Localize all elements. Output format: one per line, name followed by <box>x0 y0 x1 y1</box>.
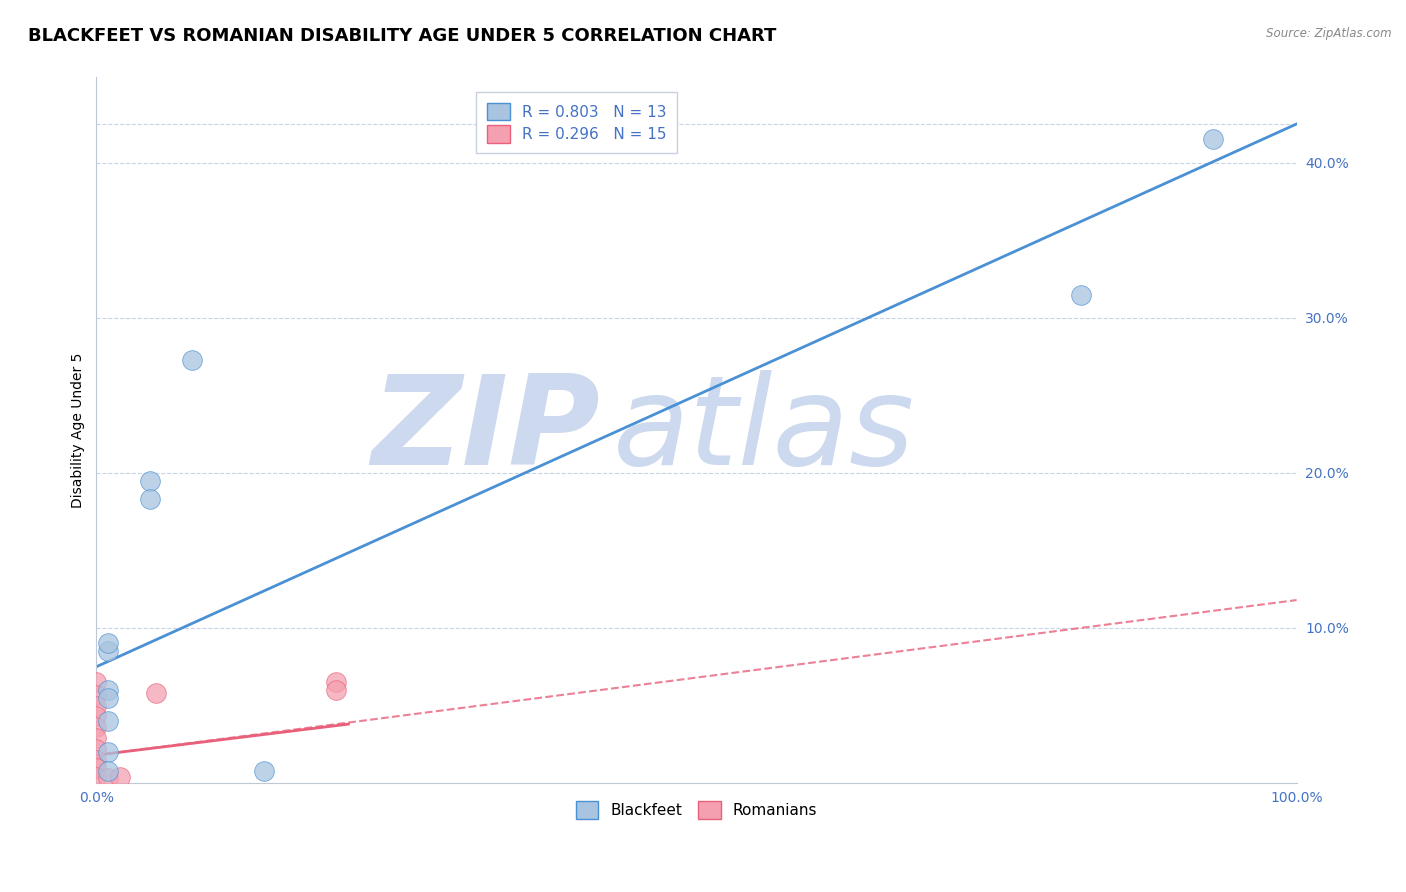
Point <box>145 686 167 700</box>
Point <box>97 714 120 728</box>
Text: ZIP: ZIP <box>371 370 600 491</box>
Point <box>86 709 108 723</box>
Text: BLACKFEET VS ROMANIAN DISABILITY AGE UNDER 5 CORRELATION CHART: BLACKFEET VS ROMANIAN DISABILITY AGE UND… <box>28 27 776 45</box>
Point <box>110 770 132 784</box>
Point <box>1201 132 1223 146</box>
Point <box>97 764 120 778</box>
Point <box>97 683 120 698</box>
Y-axis label: Disability Age Under 5: Disability Age Under 5 <box>72 352 86 508</box>
Point <box>325 683 347 698</box>
Point <box>86 698 108 713</box>
Point <box>86 675 108 690</box>
Point <box>86 753 108 767</box>
Point <box>139 492 162 507</box>
Point <box>1070 287 1092 301</box>
Text: Source: ZipAtlas.com: Source: ZipAtlas.com <box>1267 27 1392 40</box>
Point <box>97 636 120 650</box>
Point <box>253 764 276 778</box>
Legend: Blackfeet, Romanians: Blackfeet, Romanians <box>569 795 824 825</box>
Point <box>86 731 108 745</box>
Point <box>325 675 347 690</box>
Point <box>86 760 108 774</box>
Point <box>181 352 204 367</box>
Point <box>97 690 120 705</box>
Point <box>97 644 120 658</box>
Point <box>86 688 108 702</box>
Text: atlas: atlas <box>613 370 914 491</box>
Point <box>86 742 108 756</box>
Point <box>86 720 108 734</box>
Point <box>97 745 120 759</box>
Point <box>139 474 162 488</box>
Point <box>86 770 108 784</box>
Point <box>97 772 120 786</box>
